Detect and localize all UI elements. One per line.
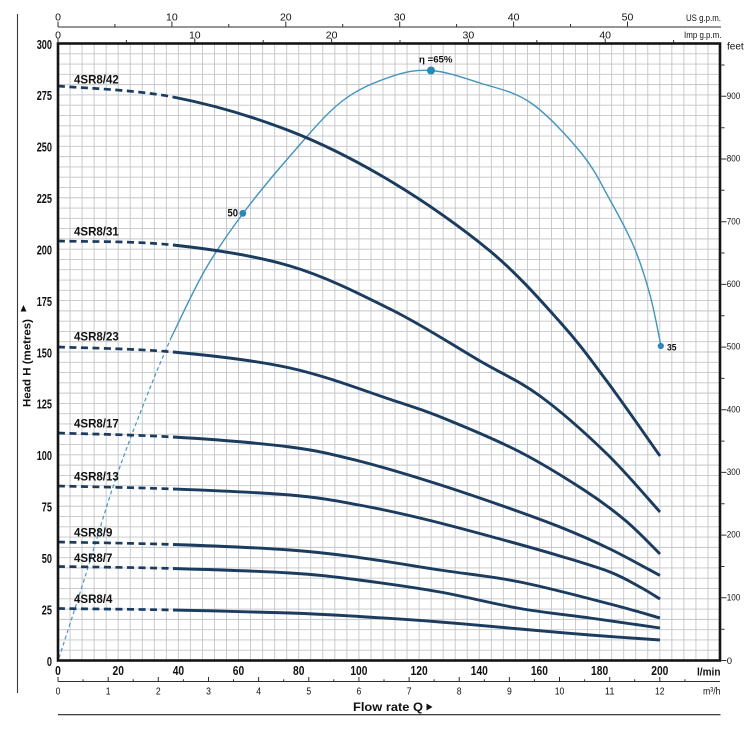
svg-text:175: 175 [37,295,52,309]
svg-text:11: 11 [605,687,615,698]
svg-text:4SR8/7: 4SR8/7 [74,553,112,565]
svg-text:η =65%: η =65% [419,55,453,66]
svg-text:Imp g.p.m.: Imp g.p.m. [684,30,722,41]
svg-text:140: 140 [471,664,488,678]
svg-text:6: 6 [357,687,362,698]
svg-text:4: 4 [256,687,261,698]
svg-text:30: 30 [463,30,475,42]
svg-text:225: 225 [37,192,52,206]
svg-text:40: 40 [599,30,611,42]
svg-text:700: 700 [727,216,741,227]
svg-text:160: 160 [531,664,548,678]
svg-text:10: 10 [189,30,201,42]
svg-text:4SR8/13: 4SR8/13 [74,472,119,484]
svg-text:200: 200 [37,244,52,258]
svg-text:Head H (metres): Head H (metres) [22,319,34,407]
svg-text:4SR8/4: 4SR8/4 [74,594,113,606]
svg-text:25: 25 [42,603,52,617]
svg-text:500: 500 [727,342,741,353]
svg-text:80: 80 [293,664,304,678]
svg-text:150: 150 [37,346,52,360]
svg-text:40: 40 [508,12,520,24]
svg-text:180: 180 [591,664,608,678]
svg-text:4SR8/42: 4SR8/42 [74,75,119,87]
svg-text:7: 7 [407,687,412,698]
svg-text:200: 200 [651,664,668,678]
svg-text:20: 20 [326,30,338,42]
svg-text:40: 40 [173,664,184,678]
svg-text:Flow rate Q: Flow rate Q [353,702,423,714]
svg-text:100: 100 [727,592,741,603]
svg-text:20: 20 [113,664,124,678]
svg-text:300: 300 [37,38,52,52]
svg-text:900: 900 [727,91,741,102]
svg-text:200: 200 [727,530,741,541]
svg-text:5: 5 [306,687,311,698]
svg-text:275: 275 [37,89,52,103]
svg-text:0: 0 [55,12,61,24]
svg-text:125: 125 [37,398,52,412]
svg-text:250: 250 [37,141,52,155]
svg-text:20: 20 [280,12,292,24]
svg-text:30: 30 [394,12,406,24]
svg-text:2: 2 [156,687,161,698]
svg-text:0: 0 [55,664,61,678]
svg-text:4SR8/31: 4SR8/31 [74,227,119,239]
svg-text:100: 100 [37,449,52,463]
svg-text:600: 600 [727,279,741,290]
svg-text:8: 8 [457,687,462,698]
svg-text:0: 0 [47,655,52,669]
svg-text:75: 75 [42,501,52,515]
svg-text:35: 35 [667,343,677,354]
svg-text:50: 50 [228,208,239,220]
svg-text:l/min: l/min [697,667,721,679]
svg-text:US g.p.m.: US g.p.m. [686,13,721,24]
svg-text:50: 50 [42,552,52,566]
svg-text:400: 400 [727,404,741,415]
svg-text:0: 0 [55,30,61,42]
svg-text:0: 0 [727,656,732,667]
svg-text:100: 100 [350,664,367,678]
svg-text:800: 800 [727,154,741,165]
svg-text:10: 10 [555,687,565,698]
svg-text:300: 300 [727,467,741,478]
svg-text:4SR8/17: 4SR8/17 [74,419,119,431]
svg-text:120: 120 [411,664,428,678]
svg-text:m³/h: m³/h [703,687,721,698]
svg-text:10: 10 [166,12,178,24]
svg-text:4SR8/23: 4SR8/23 [74,332,119,344]
svg-text:50: 50 [622,12,634,24]
svg-text:12: 12 [655,687,665,698]
svg-text:1: 1 [106,687,111,698]
svg-text:60: 60 [233,664,244,678]
svg-text:9: 9 [507,687,512,698]
svg-text:0: 0 [56,687,61,698]
svg-text:feet: feet [727,42,744,53]
svg-text:4SR8/9: 4SR8/9 [74,528,112,540]
svg-text:3: 3 [206,687,211,698]
